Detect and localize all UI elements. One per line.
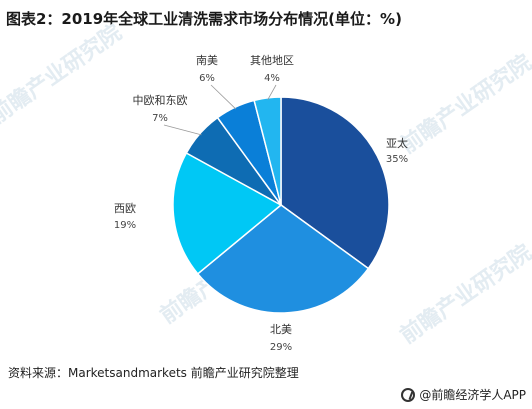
slice-name-label: 其他地区 [250,54,294,67]
slice-value-label: 35% [386,154,408,165]
pie-slice-1 [280,96,390,270]
chart-title: 图表2：2019年全球工业清洗需求市场分布情况(单位：%) [6,10,402,28]
pie-slice-2 [196,204,370,314]
brand-text: @前瞻经济学人APP [419,388,526,402]
slice-value-label: 7% [152,113,168,124]
slice-value-label: 19% [114,220,136,231]
slice-value-label: 29% [270,342,292,353]
leader-lines [163,84,277,136]
brand-logo-icon [401,387,416,402]
slice-value-label: 4% [264,73,280,84]
watermark-text: 前瞻产业研究院 [395,49,532,159]
pie-slice-6 [253,96,282,206]
slice-name-label: 北美 [270,323,292,336]
pie-slices [172,96,390,314]
slice-name-label: 中欧和东欧 [133,94,188,107]
leader-line [267,84,277,101]
source-note: 资料来源：Marketsandmarkets 前瞻产业研究院整理 [8,366,299,380]
slice-name-label: 南美 [196,54,218,67]
slice-name-label: 亚太 [386,137,408,150]
slice-value-label: 6% [199,73,215,84]
watermark-text: 前瞻产业研究院 [395,239,532,349]
watermark-text: 前瞻产业研究院 [0,19,127,129]
leader-line [163,124,202,136]
pie-slice-3 [172,151,283,275]
slice-labels: 亚太 35% 北美 29% 西欧 19% 中欧和东欧 7% 南美 6% 其他地区 4% [114,54,408,353]
slice-name-label: 西欧 [114,202,136,215]
leader-line [210,84,237,110]
brand-credit: @前瞻经济学人APP [401,386,526,403]
